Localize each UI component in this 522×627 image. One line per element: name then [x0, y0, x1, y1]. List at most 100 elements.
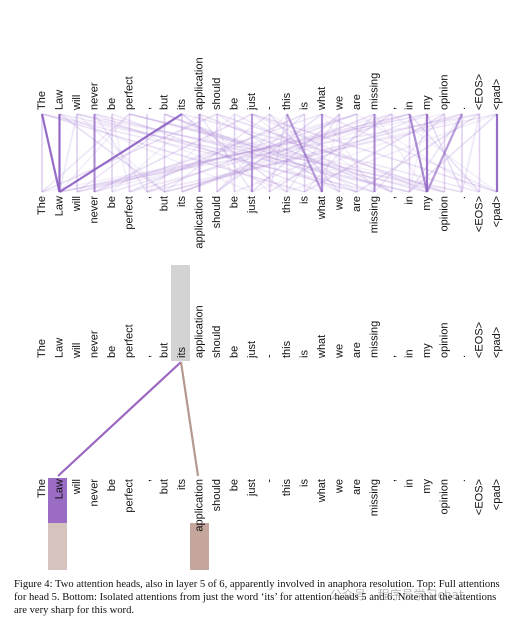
token: this — [281, 92, 293, 110]
token: The — [36, 196, 48, 215]
attention-line — [129, 113, 463, 193]
attention-box — [48, 523, 67, 570]
attention-line — [59, 113, 165, 193]
token: but — [158, 95, 170, 110]
token: never — [88, 479, 100, 507]
token: be — [106, 196, 118, 208]
token: The — [36, 339, 48, 358]
attention-line — [251, 113, 428, 193]
token: should — [211, 326, 223, 358]
attention-line — [199, 113, 393, 193]
token: but — [158, 196, 170, 211]
token: is — [298, 479, 310, 487]
attention-line — [181, 113, 393, 193]
attention-line — [94, 113, 288, 193]
attention-line — [216, 113, 340, 193]
token: will — [71, 479, 83, 495]
attention-line — [234, 113, 428, 193]
token: what — [316, 479, 328, 503]
token: just — [246, 93, 258, 111]
token: should — [211, 479, 223, 511]
token: be — [228, 346, 240, 358]
token: in — [403, 479, 415, 488]
token: . — [456, 196, 468, 199]
token: be — [228, 479, 240, 491]
attention-line — [321, 113, 498, 193]
token: <EOS> — [473, 74, 485, 110]
token: perfect — [123, 196, 135, 230]
figure: The Law will never be perfect, but its applicati… — [36, 57, 503, 570]
token: perfect — [123, 76, 135, 110]
attention-line — [408, 113, 429, 193]
token: are — [351, 342, 363, 358]
token: - — [263, 106, 275, 110]
attention-line — [321, 113, 341, 193]
attention-line — [57, 361, 182, 477]
token: - — [263, 354, 275, 358]
token: be — [228, 196, 240, 208]
attention-line — [59, 113, 480, 193]
attention-line — [268, 113, 288, 193]
token: my — [421, 95, 433, 110]
token: in — [403, 349, 415, 358]
token: missing — [368, 73, 380, 110]
token: <pad> — [491, 327, 503, 358]
token: this — [281, 479, 293, 497]
attention-line — [41, 113, 218, 193]
token: never — [88, 196, 100, 224]
token: missing — [368, 321, 380, 358]
attention-line — [216, 113, 236, 193]
token: <EOS> — [473, 196, 485, 232]
attention-line — [181, 113, 375, 193]
watermark: 公众号 · 程序员学习chat — [330, 588, 464, 602]
attention-line — [94, 113, 253, 193]
attention-line — [41, 113, 445, 193]
attention-line — [198, 113, 253, 193]
token: <EOS> — [473, 322, 485, 358]
token: opinion — [438, 323, 450, 358]
token: , — [141, 355, 153, 358]
attention-line — [251, 113, 341, 193]
attention-box — [48, 478, 67, 523]
token: are — [351, 94, 363, 110]
attention-line — [41, 113, 445, 193]
token: is — [298, 350, 310, 358]
attention-line — [129, 113, 445, 193]
token: are — [351, 479, 363, 495]
attention-line — [425, 113, 464, 193]
token: , — [141, 479, 153, 482]
token: what — [316, 87, 328, 111]
token: we — [333, 344, 345, 359]
token: will — [71, 196, 83, 212]
token: what — [316, 335, 328, 359]
attention-line — [216, 113, 445, 193]
attention-line — [111, 113, 201, 193]
token: Law — [53, 479, 65, 499]
token: - — [263, 196, 275, 200]
token: will — [71, 343, 83, 359]
token: just — [246, 196, 258, 214]
attention-line — [461, 113, 481, 193]
attention-line — [58, 113, 78, 193]
token: , — [386, 479, 398, 482]
token: be — [228, 98, 240, 110]
token: missing — [368, 479, 380, 516]
token: <EOS> — [473, 479, 485, 515]
token: application — [193, 305, 205, 358]
caption: Figure 4: Two attention heads, also in l… — [14, 579, 500, 616]
token: application — [193, 57, 205, 110]
token: what — [316, 196, 328, 220]
token: Law — [53, 196, 65, 216]
attention-line — [373, 113, 428, 193]
token: in — [403, 101, 415, 110]
token: , — [141, 196, 153, 199]
token: but — [158, 479, 170, 494]
attention-line — [59, 113, 253, 193]
token: perfect — [123, 479, 135, 513]
attention-line — [164, 113, 358, 193]
token: never — [88, 82, 100, 110]
attention-line — [111, 113, 323, 193]
token: , — [141, 107, 153, 110]
token: should — [211, 78, 223, 110]
token: opinion — [438, 196, 450, 231]
